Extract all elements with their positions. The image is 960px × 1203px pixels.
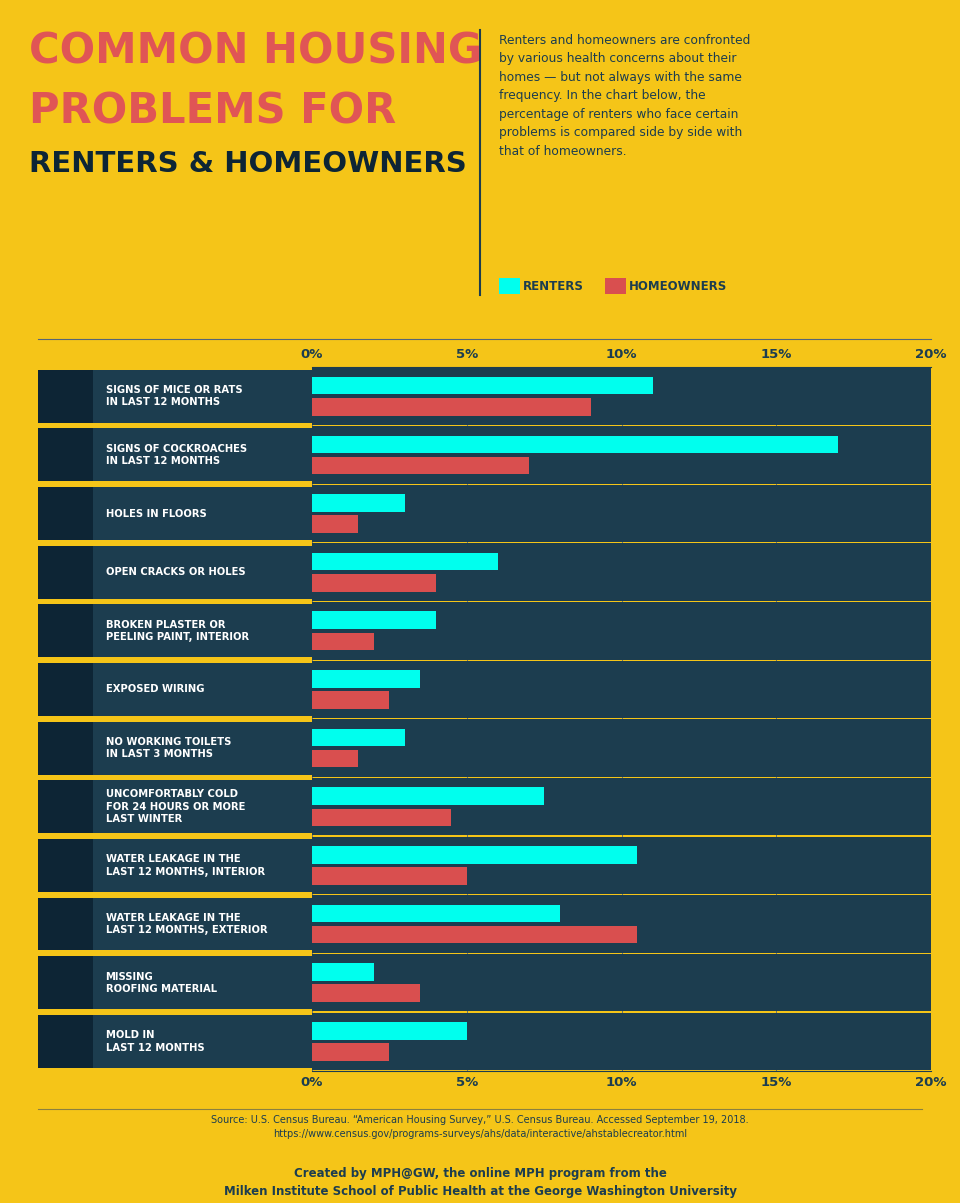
Bar <box>312 633 374 650</box>
Text: EXPOSED WIRING: EXPOSED WIRING <box>106 685 204 694</box>
Bar <box>312 611 436 629</box>
Text: WATER LEAKAGE IN THE
LAST 12 MONTHS, EXTERIOR: WATER LEAKAGE IN THE LAST 12 MONTHS, EXT… <box>106 913 267 935</box>
Bar <box>312 926 637 943</box>
Bar <box>312 670 420 688</box>
Text: OPEN CRACKS OR HOLES: OPEN CRACKS OR HOLES <box>106 567 245 577</box>
Bar <box>312 788 544 805</box>
Text: BROKEN PLASTER OR
PEELING PAINT, INTERIOR: BROKEN PLASTER OR PEELING PAINT, INTERIO… <box>106 620 249 642</box>
FancyBboxPatch shape <box>312 954 931 1012</box>
FancyBboxPatch shape <box>312 426 931 484</box>
Text: COMMON HOUSING: COMMON HOUSING <box>29 30 482 72</box>
Bar <box>312 398 590 415</box>
FancyBboxPatch shape <box>312 367 931 425</box>
Text: HOMEOWNERS: HOMEOWNERS <box>629 280 727 292</box>
Bar <box>312 553 497 570</box>
Text: Renters and homeowners are confronted
by various health concerns about their
hom: Renters and homeowners are confronted by… <box>499 34 751 158</box>
Text: HOLES IN FLOORS: HOLES IN FLOORS <box>106 509 206 518</box>
FancyBboxPatch shape <box>312 602 931 659</box>
Text: SIGNS OF COCKROACHES
IN LAST 12 MONTHS: SIGNS OF COCKROACHES IN LAST 12 MONTHS <box>106 444 247 466</box>
Text: NO WORKING TOILETS
IN LAST 3 MONTHS: NO WORKING TOILETS IN LAST 3 MONTHS <box>106 737 231 759</box>
Bar <box>312 515 358 533</box>
Bar <box>312 692 390 709</box>
Text: UNCOMFORTABLY COLD
FOR 24 HOURS OR MORE
LAST WINTER: UNCOMFORTABLY COLD FOR 24 HOURS OR MORE … <box>106 789 245 824</box>
Bar <box>312 984 420 1002</box>
Text: MOLD IN
LAST 12 MONTHS: MOLD IN LAST 12 MONTHS <box>106 1030 204 1053</box>
Text: Source: U.S. Census Bureau. “American Housing Survey,” U.S. Census Bureau. Acces: Source: U.S. Census Bureau. “American Ho… <box>211 1115 749 1139</box>
FancyBboxPatch shape <box>312 1013 931 1071</box>
Text: WATER LEAKAGE IN THE
LAST 12 MONTHS, INTERIOR: WATER LEAKAGE IN THE LAST 12 MONTHS, INT… <box>106 854 265 877</box>
Bar <box>312 846 637 864</box>
FancyBboxPatch shape <box>312 719 931 777</box>
Text: RENTERS: RENTERS <box>523 280 584 292</box>
Bar <box>312 808 451 826</box>
Bar <box>312 729 405 746</box>
Bar <box>312 574 436 592</box>
FancyBboxPatch shape <box>312 485 931 543</box>
Bar <box>312 494 405 511</box>
Text: Created by MPH@GW, the online MPH program from the
Milken Institute School of Pu: Created by MPH@GW, the online MPH progra… <box>224 1167 736 1198</box>
Bar <box>312 1043 390 1061</box>
Bar <box>312 457 529 474</box>
Bar <box>312 867 467 884</box>
Bar <box>312 1023 467 1039</box>
Text: MISSING
ROOFING MATERIAL: MISSING ROOFING MATERIAL <box>106 972 217 994</box>
Text: SIGNS OF MICE OR RATS
IN LAST 12 MONTHS: SIGNS OF MICE OR RATS IN LAST 12 MONTHS <box>106 385 242 408</box>
FancyBboxPatch shape <box>312 836 931 894</box>
Bar <box>312 905 560 923</box>
Bar <box>312 749 358 768</box>
FancyBboxPatch shape <box>312 660 931 718</box>
Text: RENTERS & HOMEOWNERS: RENTERS & HOMEOWNERS <box>29 150 467 178</box>
Bar <box>312 435 838 454</box>
FancyBboxPatch shape <box>312 544 931 602</box>
Text: PROBLEMS FOR: PROBLEMS FOR <box>29 90 396 132</box>
FancyBboxPatch shape <box>312 778 931 836</box>
FancyBboxPatch shape <box>312 895 931 953</box>
Bar <box>312 377 653 395</box>
Bar <box>312 964 374 980</box>
